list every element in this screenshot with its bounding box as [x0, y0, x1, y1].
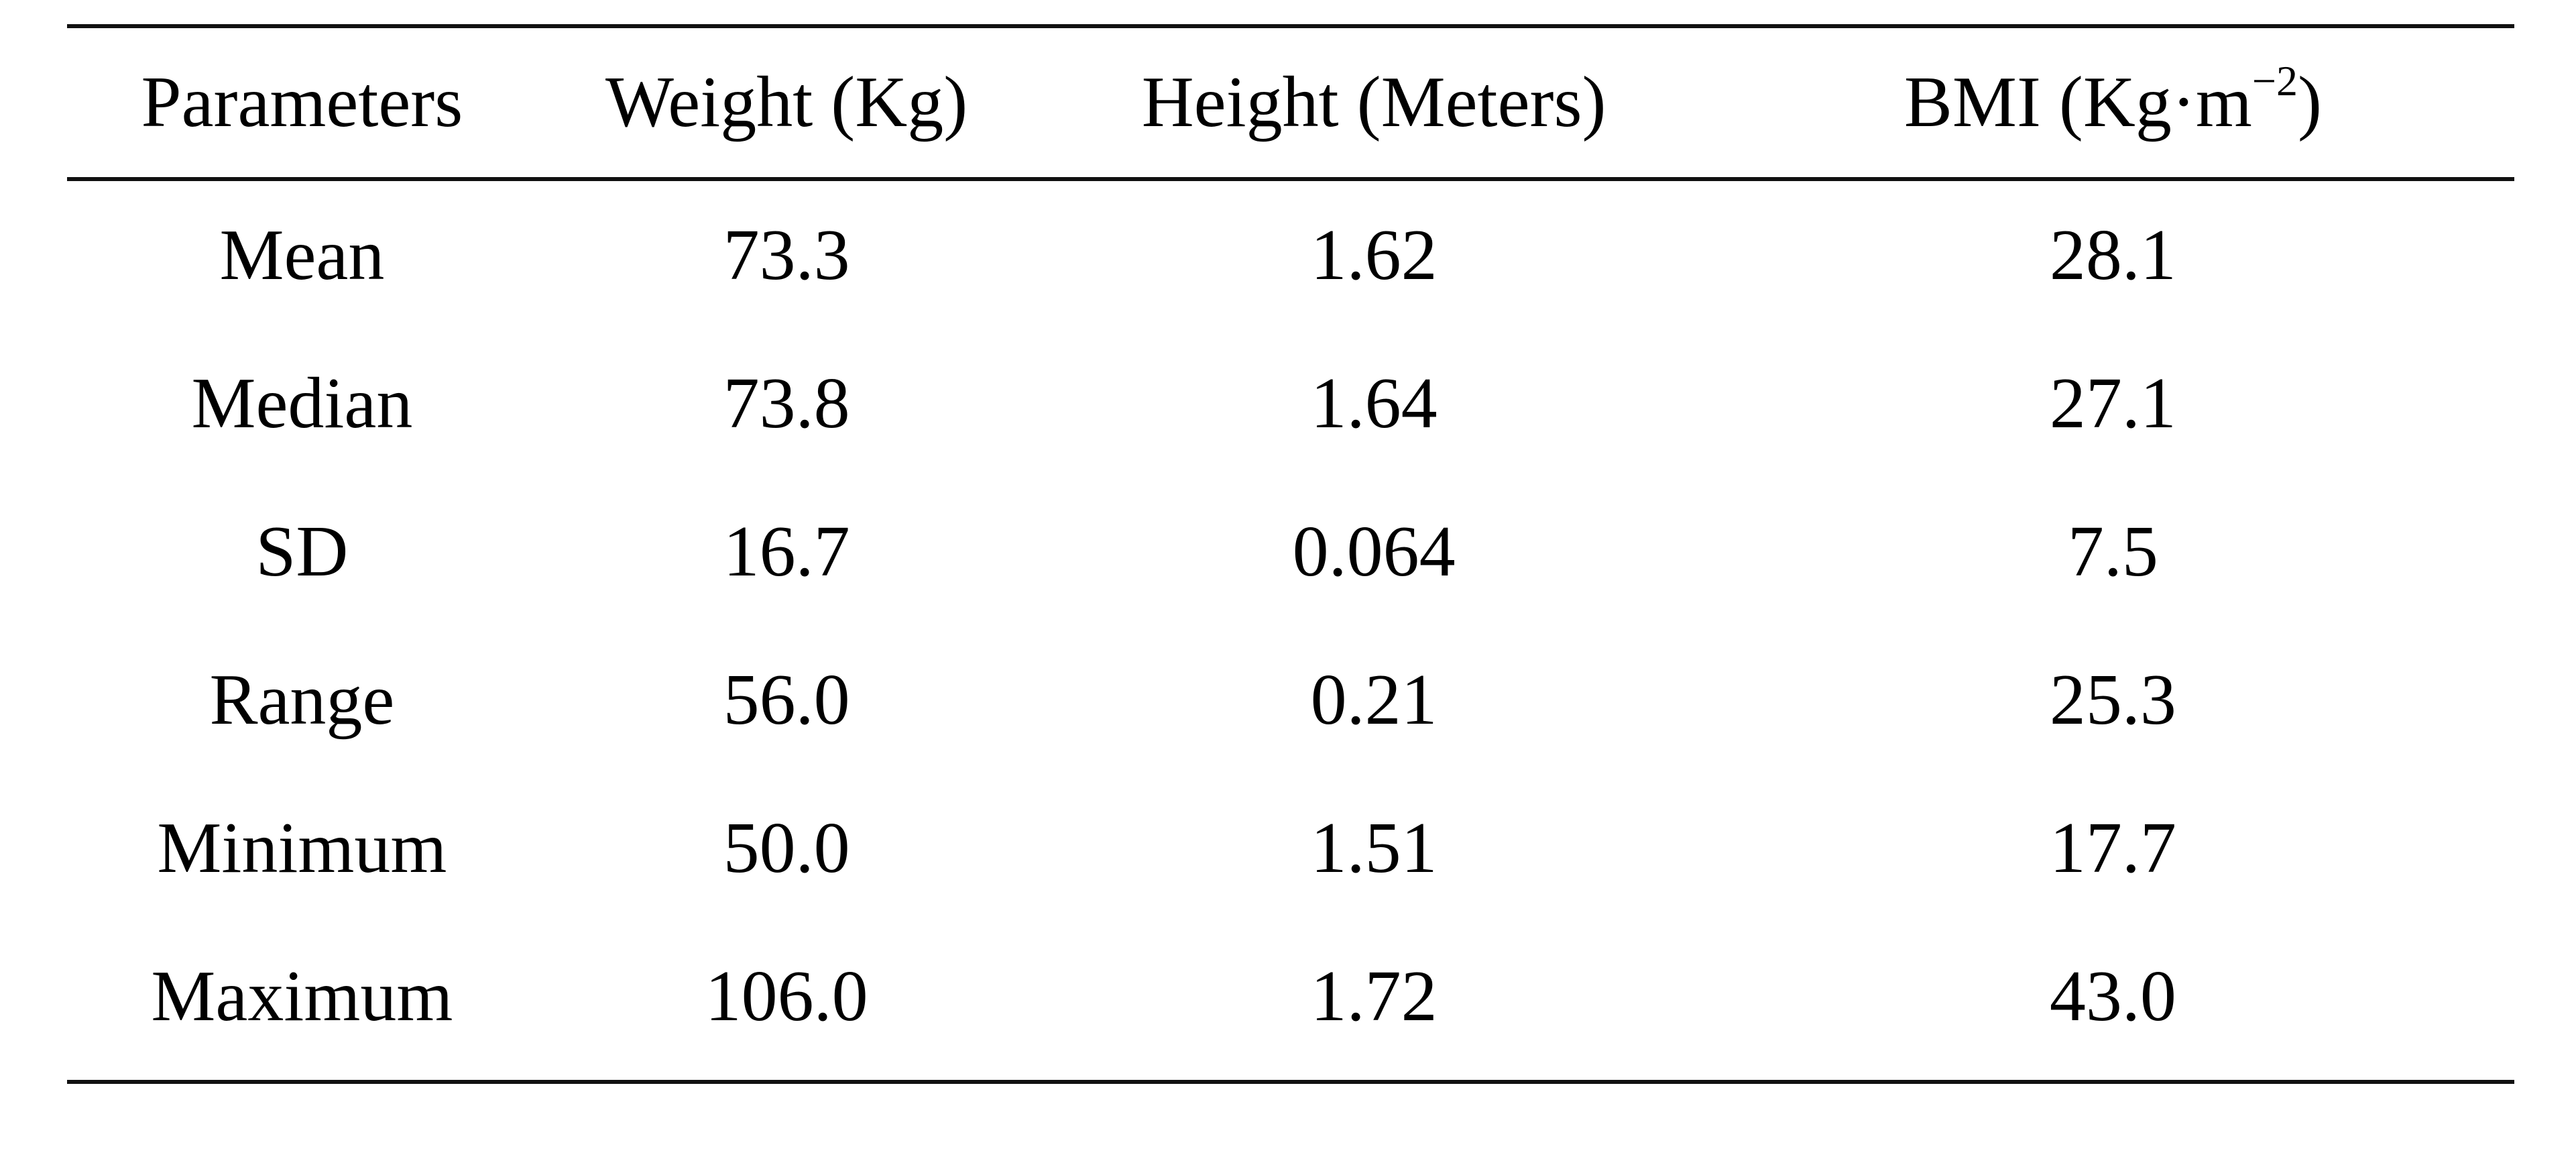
table-body: Mean 73.3 1.62 28.1 Median 73.8 1.64 27.… [67, 181, 2514, 1070]
cell-parameter: Maximum [151, 956, 453, 1036]
cell-bmi: 25.3 [2049, 659, 2176, 740]
table-row: Mean 73.3 1.62 28.1 [67, 181, 2514, 329]
header-bmi-close: ) [2297, 62, 2322, 142]
cell-weight: 56.0 [723, 659, 850, 740]
statistics-table: Parameters Weight (Kg) Height (Meters) B… [67, 24, 2514, 1084]
cell-bmi: 7.5 [2067, 511, 2158, 592]
header-bmi-exponent: −2 [2251, 57, 2298, 105]
cell-height: 1.72 [1310, 956, 1438, 1036]
table-row: Range 56.0 0.21 25.3 [67, 626, 2514, 774]
header-row: Parameters Weight (Kg) Height (Meters) B… [67, 28, 2514, 177]
cell-bmi: 27.1 [2049, 363, 2176, 443]
header-bmi: BMI (Kg·m−2) [1712, 28, 2514, 177]
cell-bmi: 17.7 [2049, 808, 2176, 888]
cell-bmi: 43.0 [2049, 956, 2176, 1036]
cell-weight: 73.8 [723, 363, 850, 443]
cell-parameter: Median [191, 363, 413, 443]
cell-weight: 16.7 [723, 511, 850, 592]
table-row: Minimum 50.0 1.51 17.7 [67, 774, 2514, 922]
header-bmi-label: BMI (Kg·m [1904, 62, 2252, 142]
cell-weight: 73.3 [723, 215, 850, 295]
header-height: Height (Meters) [1141, 62, 1606, 142]
cell-height: 1.51 [1310, 808, 1438, 888]
table-row: Maximum 106.0 1.72 43.0 [67, 922, 2514, 1070]
cell-weight: 106.0 [705, 956, 868, 1036]
header-weight: Weight (Kg) [605, 62, 968, 142]
table-row: SD 16.7 0.064 7.5 [67, 478, 2514, 626]
data-table: Parameters Weight (Kg) Height (Meters) B… [67, 28, 2514, 1070]
cell-height: 0.064 [1292, 511, 1456, 592]
bottom-rule [67, 1080, 2514, 1084]
table-row: Median 73.8 1.64 27.1 [67, 329, 2514, 478]
header-parameters: Parameters [141, 62, 463, 142]
cell-height: 0.21 [1310, 659, 1438, 740]
cell-height: 1.62 [1310, 215, 1438, 295]
cell-parameter: Mean [219, 215, 385, 295]
top-rule [67, 24, 2514, 28]
cell-parameter: Minimum [157, 808, 447, 888]
header-rule [67, 177, 2514, 181]
cell-weight: 50.0 [723, 808, 850, 888]
cell-parameter: SD [255, 511, 349, 592]
cell-height: 1.64 [1310, 363, 1438, 443]
cell-parameter: Range [209, 659, 395, 740]
table-header: Parameters Weight (Kg) Height (Meters) B… [67, 28, 2514, 181]
cell-bmi: 28.1 [2049, 215, 2176, 295]
